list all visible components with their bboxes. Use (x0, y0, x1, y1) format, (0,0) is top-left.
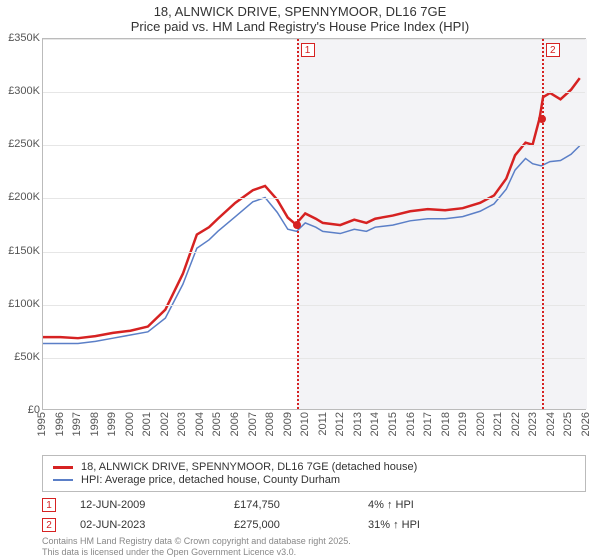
x-tick-label: 2002 (159, 412, 171, 436)
series-line (43, 78, 580, 338)
x-tick-label: 2022 (510, 412, 522, 436)
gridline (43, 39, 585, 40)
x-tick-label: 2023 (527, 412, 539, 436)
event-id-box: 2 (42, 518, 56, 532)
event-price: £275,000 (234, 519, 344, 531)
legend-swatch (53, 479, 73, 481)
event-marker-box: 2 (546, 43, 560, 57)
footer-line-1: Contains HM Land Registry data © Crown c… (42, 536, 351, 547)
event-price: £174,750 (234, 499, 344, 511)
x-tick-label: 2018 (440, 412, 452, 436)
x-tick-label: 2025 (562, 412, 574, 436)
legend-label: HPI: Average price, detached house, Coun… (81, 474, 340, 486)
gridline (43, 358, 585, 359)
x-tick-label: 2009 (282, 412, 294, 436)
x-tick-label: 2003 (176, 412, 188, 436)
title-line-2: Price paid vs. HM Land Registry's House … (0, 19, 600, 34)
x-tick-label: 2007 (247, 412, 259, 436)
gridline (43, 145, 585, 146)
legend-item: 18, ALNWICK DRIVE, SPENNYMOOR, DL16 7GE … (53, 461, 575, 473)
y-tick-label: £250K (8, 138, 40, 150)
event-marker-box: 1 (301, 43, 315, 57)
x-tick-label: 2024 (545, 412, 557, 436)
chart-lines-svg (43, 39, 585, 409)
legend-swatch (53, 466, 73, 469)
x-tick-label: 1999 (106, 412, 118, 436)
x-tick-label: 2012 (334, 412, 346, 436)
footer-text: Contains HM Land Registry data © Crown c… (42, 536, 351, 558)
x-tick-label: 2013 (352, 412, 364, 436)
gridline (43, 252, 585, 253)
y-tick-label: £350K (8, 32, 40, 44)
x-tick-label: 2019 (457, 412, 469, 436)
y-tick-label: £150K (8, 245, 40, 257)
event-date: 12-JUN-2009 (80, 499, 210, 511)
chart-plot-area: 12 (42, 38, 586, 410)
x-tick-label: 2026 (580, 412, 592, 436)
gridline (43, 92, 585, 93)
x-tick-label: 1997 (71, 412, 83, 436)
event-pct: 4% HPI (368, 499, 488, 511)
x-tick-label: 2017 (422, 412, 434, 436)
x-tick-label: 2005 (211, 412, 223, 436)
x-tick-label: 2000 (124, 412, 136, 436)
event-marker-line (542, 39, 544, 409)
x-tick-label: 2011 (317, 412, 329, 436)
legend-label: 18, ALNWICK DRIVE, SPENNYMOOR, DL16 7GE … (81, 461, 417, 473)
legend-box: 18, ALNWICK DRIVE, SPENNYMOOR, DL16 7GE … (42, 455, 586, 492)
y-tick-label: £200K (8, 191, 40, 203)
x-axis: 1995199619971998199920002001200220032004… (42, 410, 586, 458)
x-tick-label: 2006 (229, 412, 241, 436)
y-tick-label: £300K (8, 85, 40, 97)
x-tick-label: 2020 (475, 412, 487, 436)
events-table: 1 12-JUN-2009 £174,750 4% HPI 2 02-JUN-2023 £2… (42, 495, 586, 535)
event-row: 2 02-JUN-2023 £275,000 31% HPI (42, 515, 586, 535)
x-tick-label: 1996 (54, 412, 66, 436)
event-id-box: 1 (42, 498, 56, 512)
event-marker-dot (293, 221, 301, 229)
series-line (43, 146, 580, 344)
x-tick-label: 2021 (492, 412, 504, 436)
y-tick-label: £100K (8, 298, 40, 310)
chart-title: 18, ALNWICK DRIVE, SPENNYMOOR, DL16 7GE … (0, 0, 600, 34)
event-row: 1 12-JUN-2009 £174,750 4% HPI (42, 495, 586, 515)
x-tick-label: 1998 (89, 412, 101, 436)
x-tick-label: 2016 (405, 412, 417, 436)
x-tick-label: 2010 (299, 412, 311, 436)
gridline (43, 305, 585, 306)
x-tick-label: 2014 (369, 412, 381, 436)
x-tick-label: 1995 (36, 412, 48, 436)
event-marker-dot (538, 115, 546, 123)
footer-line-2: This data is licensed under the Open Gov… (42, 547, 351, 558)
legend-item: HPI: Average price, detached house, Coun… (53, 474, 575, 486)
y-tick-label: £50K (14, 351, 40, 363)
x-tick-label: 2008 (264, 412, 276, 436)
event-pct: 31% HPI (368, 519, 488, 531)
x-tick-label: 2015 (387, 412, 399, 436)
x-tick-label: 2001 (141, 412, 153, 436)
title-line-1: 18, ALNWICK DRIVE, SPENNYMOOR, DL16 7GE (0, 4, 600, 19)
event-date: 02-JUN-2023 (80, 519, 210, 531)
y-axis: £0£50K£100K£150K£200K£250K£300K£350K (0, 38, 42, 410)
x-tick-label: 2004 (194, 412, 206, 436)
gridline (43, 198, 585, 199)
